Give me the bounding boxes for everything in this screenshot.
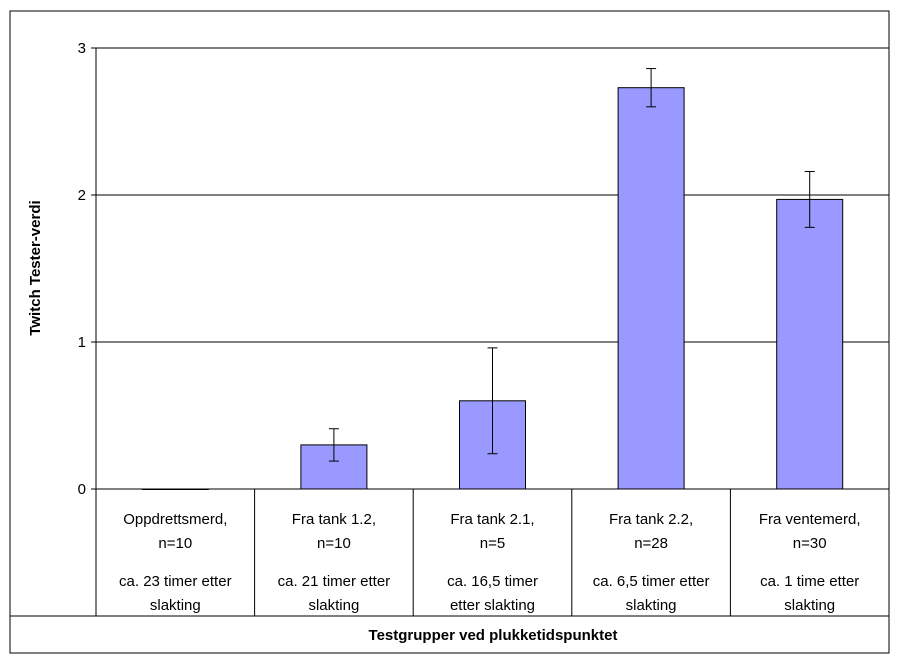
category-label: ca. 21 timer etter — [278, 573, 391, 590]
category-label: slakting — [626, 597, 677, 614]
category-label: Fra ventemerd, — [759, 511, 861, 528]
category-label: ca. 23 timer etter — [119, 573, 232, 590]
y-tick-label: 2 — [78, 187, 86, 204]
category-labels: Oppdrettsmerd, n=10 ca. 23 timer etter slak… — [119, 511, 861, 614]
y-tick-label: 1 — [78, 334, 86, 351]
category-label: ca. 1 time etter — [760, 573, 859, 590]
category-label: n=28 — [634, 535, 668, 552]
error-bar — [646, 68, 657, 108]
gridlines — [96, 47, 889, 343]
category-label: n=30 — [793, 535, 827, 552]
bars — [141, 68, 844, 490]
x-axis-label: Testgrupper ved plukketidspunktet — [369, 627, 618, 644]
category-label: Fra tank 2.2, — [609, 511, 693, 528]
category-label: Oppdrettsmerd, — [123, 511, 227, 528]
category-label: etter slakting — [450, 597, 535, 614]
category-label: n=10 — [317, 535, 351, 552]
category-label: ca. 16,5 timer — [447, 573, 538, 590]
bar — [776, 198, 844, 490]
category-label: ca. 6,5 timer etter — [593, 573, 710, 590]
chart-frame — [9, 10, 890, 654]
error-bar — [328, 428, 339, 462]
y-tick-label: 0 — [78, 481, 86, 498]
error-bar — [487, 347, 498, 455]
category-label: slakting — [784, 597, 835, 614]
y-tick-label: 3 — [78, 40, 86, 57]
category-label: n=5 — [480, 535, 505, 552]
y-axis-label: Twitch Tester-verdi — [27, 200, 44, 335]
category-label: Fra tank 1.2, — [292, 511, 376, 528]
category-label: slakting — [308, 597, 359, 614]
category-label: n=10 — [158, 535, 192, 552]
error-bar — [804, 170, 815, 228]
category-label: Fra tank 2.1, — [450, 511, 534, 528]
axes: 0 1 2 3 — [10, 40, 890, 617]
bar — [617, 87, 685, 490]
category-label: slakting — [150, 597, 201, 614]
